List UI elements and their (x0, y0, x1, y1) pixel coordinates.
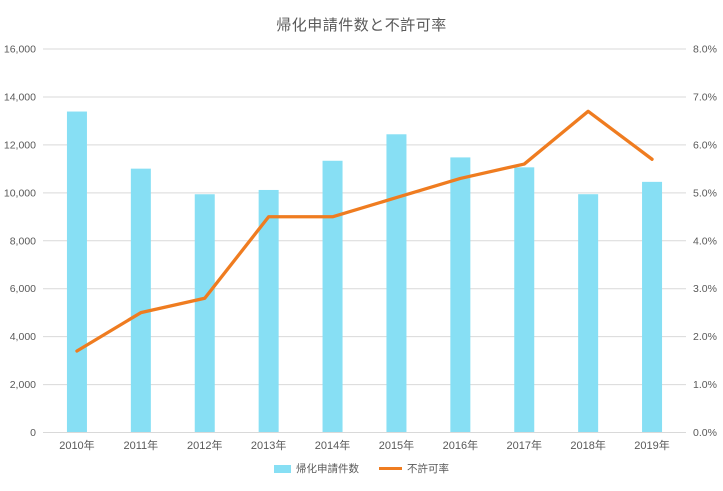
x-axis-label: 2018年 (570, 438, 605, 452)
legend-item-applications[interactable]: 帰化申請件数 (274, 461, 359, 476)
y-axis-left-tick-label: 6,000 (10, 283, 36, 295)
bar-2012年[interactable] (194, 194, 215, 433)
y-axis-left-tick-label: 16,000 (4, 44, 36, 56)
y-axis-right-tick-label: 1.0% (693, 379, 717, 391)
x-axis-label: 2011年 (124, 438, 159, 452)
x-axis-label: 2014年 (315, 438, 350, 452)
y-axis-left-tick-label: 2,000 (10, 379, 36, 391)
y-axis-right-tick-label: 0.0% (693, 427, 717, 439)
rejection-rate-line[interactable] (75, 109, 654, 353)
y-axis-right-tick-label: 7.0% (693, 91, 717, 103)
x-axis-label: 2013年 (251, 438, 286, 452)
legend-item-rejection-rate[interactable]: 不許可率 (379, 461, 449, 476)
y-axis-left-tick-label: 8,000 (10, 235, 36, 247)
bar-2016年[interactable] (450, 157, 471, 433)
legend: 帰化申請件数 不許可率 (0, 461, 723, 476)
y-axis-right-tick-label: 2.0% (693, 331, 717, 343)
y-axis-right-tick-label: 4.0% (693, 235, 717, 247)
bar-2014年[interactable] (322, 160, 343, 433)
y-axis-left-tick-label: 4,000 (10, 331, 36, 343)
bar-2017年[interactable] (514, 167, 535, 433)
y-axis-left-tick-label: 0 (30, 427, 36, 439)
y-axis-right-tick-label: 8.0% (693, 44, 717, 56)
x-axis-label: 2017年 (507, 438, 542, 452)
bar-2018年[interactable] (578, 194, 599, 433)
legend-label-applications: 帰化申請件数 (296, 463, 359, 475)
legend-label-rejection-rate: 不許可率 (407, 463, 449, 475)
x-axis-label: 2010年 (59, 438, 94, 452)
bar-2010年[interactable] (66, 111, 87, 433)
y-axis-left-tick-label: 12,000 (4, 139, 36, 151)
x-axis-label: 2016年 (443, 438, 478, 452)
x-axis-label: 2012年 (187, 438, 222, 452)
line-series-swatch-icon (379, 466, 402, 471)
y-axis-left-tick-label: 14,000 (4, 91, 36, 103)
y-axis-left-tick-label: 10,000 (4, 187, 36, 199)
y-axis-right-tick-label: 5.0% (693, 187, 717, 199)
y-axis-right-tick-label: 6.0% (693, 139, 717, 151)
x-axis-label: 2015年 (379, 438, 414, 452)
x-axis-label: 2019年 (634, 438, 669, 452)
y-axis-right-tick-label: 3.0% (693, 283, 717, 295)
chart-title: 帰化申請件数と不許可率 (276, 17, 447, 34)
bar-2015年[interactable] (386, 134, 407, 433)
bar-2013年[interactable] (258, 189, 279, 433)
bar-2011年[interactable] (130, 168, 151, 433)
bar-series-swatch-icon (274, 464, 291, 473)
bar-2019年[interactable] (642, 181, 663, 433)
